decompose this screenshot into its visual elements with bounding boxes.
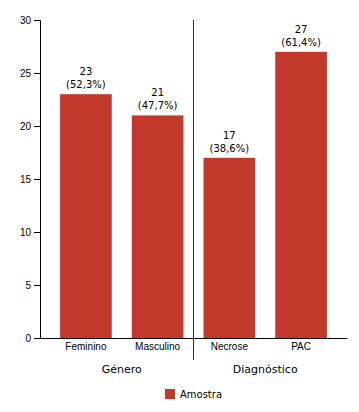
- x-tick: PAC: [291, 338, 311, 352]
- y-tick: 5: [25, 280, 40, 291]
- group-label: Diagnóstico: [233, 363, 298, 376]
- plot: 0 5 10 15 20 25 30 Feminino Masculino Necrose PAC 2…: [20, 15, 348, 376]
- groups: Género Diagnóstico: [102, 20, 298, 376]
- y-tick: 10: [20, 227, 40, 238]
- y-tick-mark: [34, 20, 40, 21]
- y-tick: 0: [25, 333, 40, 344]
- y-tick-mark: [34, 232, 40, 233]
- bar: [60, 94, 112, 338]
- y-tick-label: 5: [25, 280, 31, 291]
- group-separator: [193, 20, 194, 360]
- y-tick: 15: [20, 174, 40, 185]
- y-axis: 0 5 10 15 20 25 30: [20, 15, 41, 344]
- y-tick-label: 10: [20, 227, 32, 238]
- y-tick-mark: [34, 338, 40, 339]
- x-tick: Necrose: [211, 338, 249, 352]
- y-tick: 20: [20, 121, 40, 132]
- legend-label: Amostra: [180, 389, 222, 400]
- data-label: 27: [295, 24, 308, 35]
- share-label: (52,3%): [66, 79, 106, 90]
- share-label: (47,7%): [138, 100, 178, 111]
- y-tick-mark: [34, 73, 40, 74]
- x-tick-label: Masculino: [135, 341, 180, 352]
- share-label: (61,4%): [281, 37, 321, 48]
- x-tick: Feminino: [65, 338, 107, 352]
- y-tick-label: 0: [25, 333, 31, 344]
- y-tick-mark: [34, 179, 40, 180]
- bar: [132, 115, 184, 338]
- y-tick-mark: [34, 285, 40, 286]
- y-axis-line: [34, 21, 41, 339]
- data-label: 23: [80, 66, 93, 77]
- share-label: (38,6%): [210, 143, 250, 154]
- y-tick-label: 20: [20, 121, 32, 132]
- x-tick: Masculino: [135, 338, 180, 352]
- legend: Amostra: [165, 389, 222, 400]
- data-label: 17: [223, 130, 236, 141]
- legend-swatch: [165, 389, 175, 399]
- x-tick-label: Feminino: [65, 341, 107, 352]
- y-tick: 25: [20, 68, 40, 79]
- y-tick-label: 15: [20, 174, 32, 185]
- x-axis-line: [41, 338, 348, 339]
- bar: [275, 52, 327, 338]
- y-tick-mark: [34, 126, 40, 127]
- y-tick-label: 30: [20, 15, 32, 26]
- x-tick-label: PAC: [291, 341, 311, 352]
- y-tick-label: 25: [20, 68, 32, 79]
- group-label: Género: [102, 363, 142, 376]
- chart: 0 5 10 15 20 25 30 Feminino Masculino Necrose PAC 2…: [0, 0, 359, 412]
- y-tick: 30: [20, 15, 40, 26]
- x-tick-label: Necrose: [211, 341, 249, 352]
- x-axis: Feminino Masculino Necrose PAC: [41, 338, 348, 352]
- bar: [204, 158, 256, 338]
- data-label: 21: [151, 87, 164, 98]
